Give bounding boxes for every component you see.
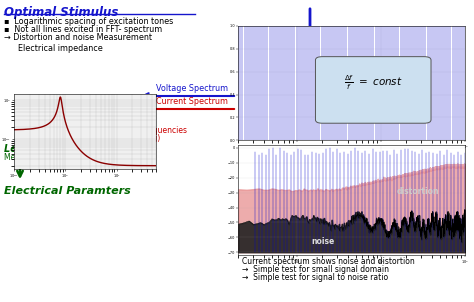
Text: Electrical impedance: Electrical impedance bbox=[18, 44, 103, 53]
Text: ▪  Logarithmic spacing of excitation tones: ▪ Logarithmic spacing of excitation tone… bbox=[4, 17, 173, 26]
Text: → Distortion and noise Measurement: → Distortion and noise Measurement bbox=[4, 33, 152, 42]
Text: →  Simple test for small signal domain: → Simple test for small signal domain bbox=[242, 265, 389, 274]
Text: Electrical Paramters: Electrical Paramters bbox=[4, 186, 131, 196]
Text: Optimal Stimulus: Optimal Stimulus bbox=[4, 6, 118, 19]
Text: Voltage Spectrum: Voltage Spectrum bbox=[156, 84, 228, 93]
FancyBboxPatch shape bbox=[316, 57, 431, 123]
Text: •  Full resolution (no smoothing): • Full resolution (no smoothing) bbox=[36, 134, 160, 143]
Text: $\frac{\Delta f}{f}\ =\ const$: $\frac{\Delta f}{f}\ =\ const$ bbox=[344, 74, 402, 92]
Text: ▪  Not all lines excited in FFT- spectrum: ▪ Not all lines excited in FFT- spectrum bbox=[4, 25, 162, 34]
Text: distortion: distortion bbox=[397, 187, 439, 196]
Text: •  measured at log. spaced frequencies: • measured at log. spaced frequencies bbox=[36, 126, 187, 135]
Text: noise: noise bbox=[311, 237, 334, 246]
Text: Measured response: Measured response bbox=[32, 116, 140, 126]
Text: Current spectrum shows noise and distortion: Current spectrum shows noise and distort… bbox=[242, 257, 415, 266]
Text: →  Simple test for signal to noise ratio: → Simple test for signal to noise ratio bbox=[242, 273, 388, 282]
Text: Measured data > free parameters: Measured data > free parameters bbox=[4, 153, 135, 162]
Text: Current Spectrum: Current Spectrum bbox=[156, 97, 228, 106]
Text: Least squares fitting: Least squares fitting bbox=[4, 144, 118, 154]
